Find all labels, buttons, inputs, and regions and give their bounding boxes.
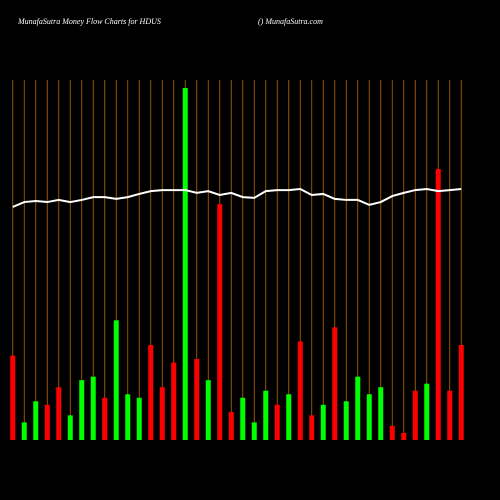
bar <box>424 383 430 440</box>
bar <box>297 341 303 440</box>
chart-title: MunafaSutra Money Flow Charts for HDUS <box>17 17 161 26</box>
bar <box>366 394 372 440</box>
bar <box>21 422 27 440</box>
bar <box>205 380 211 440</box>
bar <box>136 397 142 440</box>
bar <box>228 411 234 440</box>
bar <box>378 387 384 440</box>
bar <box>125 394 131 440</box>
bar <box>447 390 453 440</box>
bar <box>389 425 395 440</box>
bar <box>401 432 407 440</box>
bar <box>10 355 16 440</box>
bar <box>263 390 269 440</box>
bar <box>343 401 349 440</box>
bar <box>33 401 39 440</box>
bar <box>79 380 85 440</box>
bar <box>44 404 50 440</box>
bar <box>67 415 73 440</box>
bar <box>159 387 165 440</box>
bar <box>286 394 292 440</box>
bar <box>182 88 188 440</box>
bar <box>332 327 338 440</box>
bar <box>320 404 326 440</box>
bar <box>274 404 280 440</box>
bar <box>412 390 418 440</box>
bar <box>217 204 223 440</box>
bar <box>458 344 464 440</box>
bar <box>251 422 257 440</box>
bar <box>309 415 315 440</box>
bar <box>355 376 361 440</box>
bar <box>171 362 177 440</box>
bar <box>113 320 119 440</box>
bar <box>102 397 108 440</box>
bar <box>194 359 200 440</box>
bar <box>148 344 154 440</box>
bar <box>90 376 96 440</box>
bar <box>240 397 246 440</box>
bar <box>56 387 62 440</box>
chart-subtitle: () MunafaSutra.com <box>258 17 323 26</box>
bar <box>435 168 441 440</box>
money-flow-line <box>12 188 462 208</box>
